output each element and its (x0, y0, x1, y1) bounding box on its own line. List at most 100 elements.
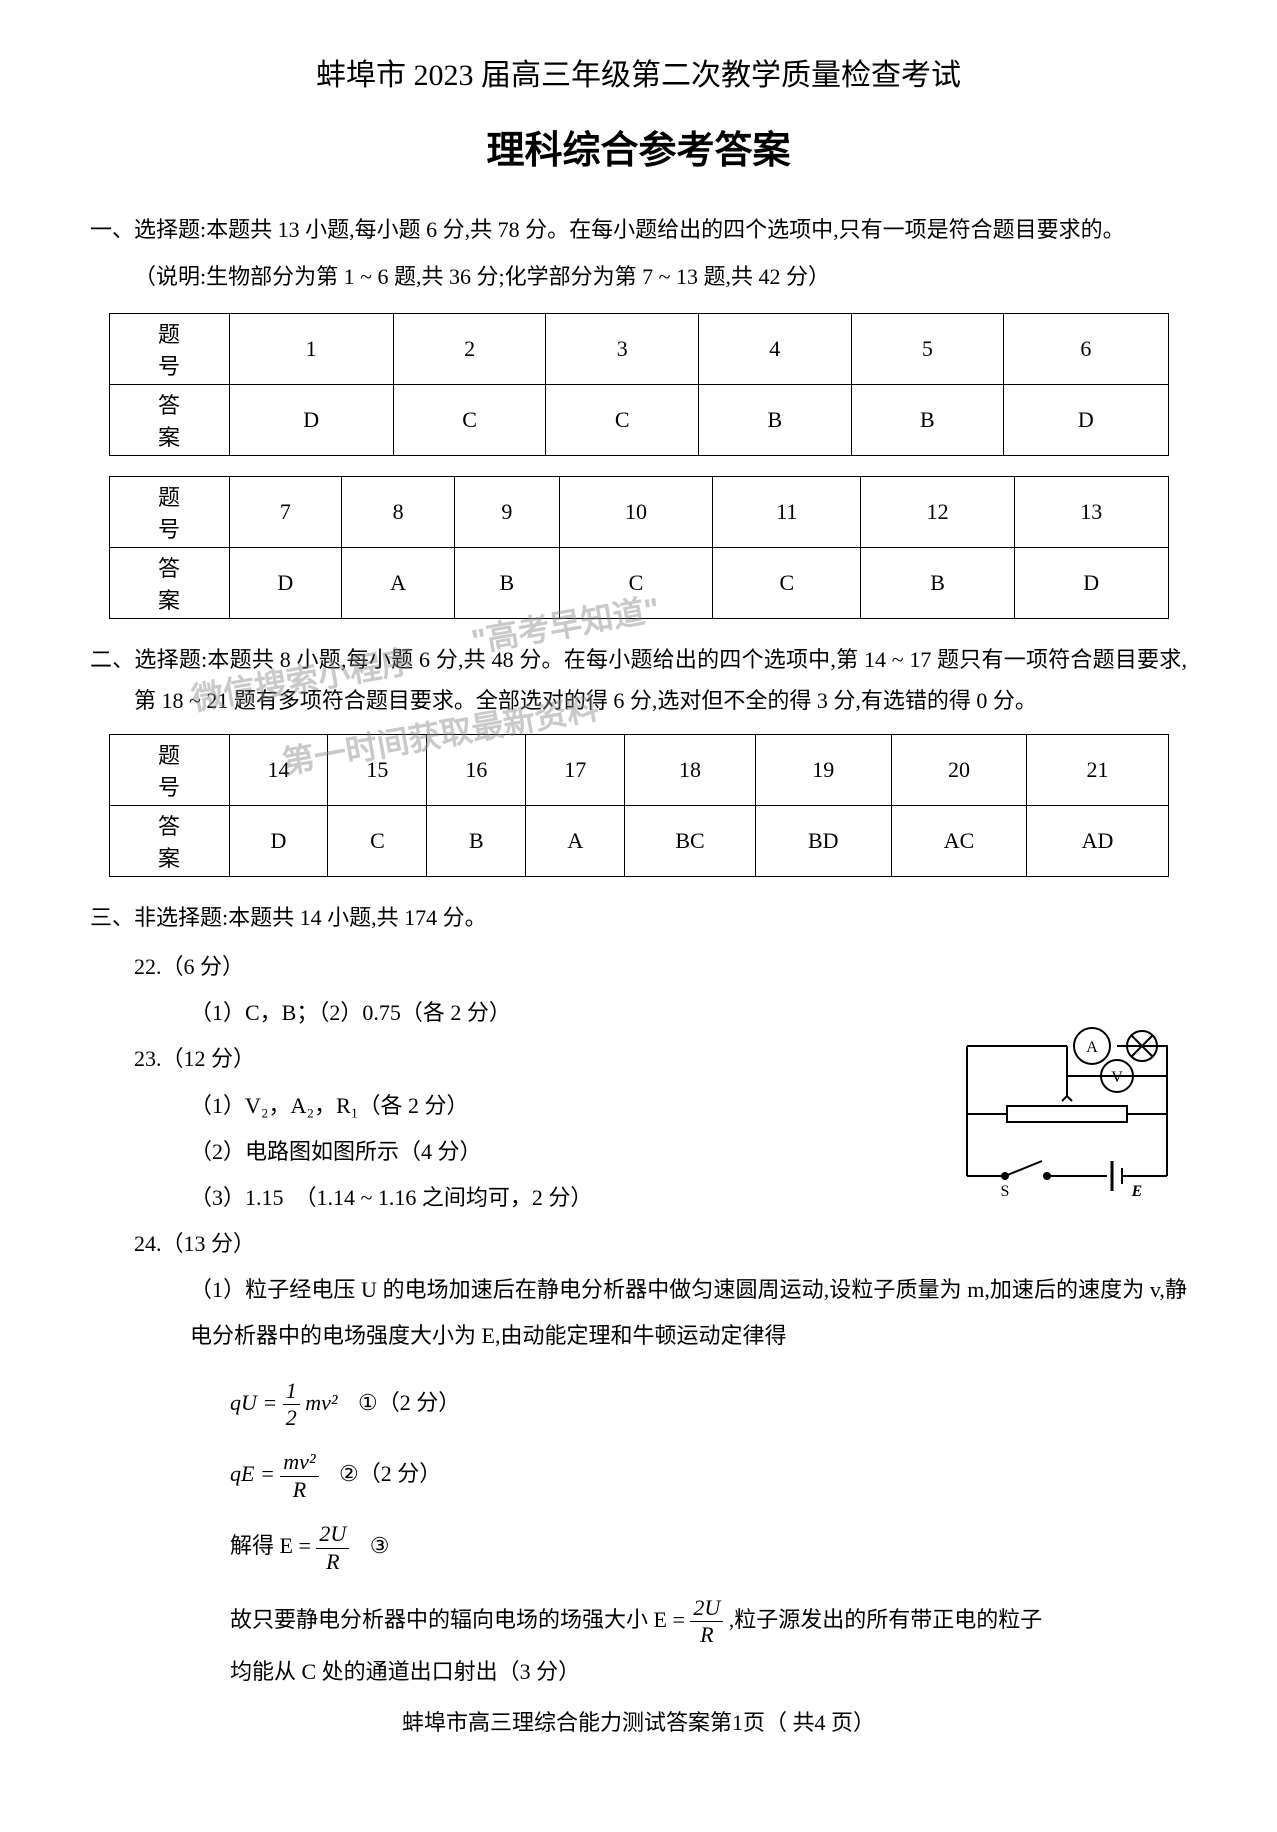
q24-p1-text: （1）粒子经电压 U 的电场加速后在静电分析器中做匀速圆周运动,设粒子质量为 m… (190, 1277, 1187, 1348)
switch-label: S (1001, 1183, 1010, 1196)
table-cell: AD (1027, 806, 1168, 877)
table-cell: 2 (393, 313, 546, 384)
answer-table-3: 题 号 14 15 16 17 18 19 20 21 答 案 D C B A … (109, 734, 1169, 877)
fraction-num: 1 (283, 1378, 300, 1405)
eq-part: qE = (230, 1461, 275, 1486)
fraction-num: 2U (690, 1595, 723, 1622)
table-cell: 6 (1004, 313, 1168, 384)
page-footer: 蚌埠市高三理综合能力测试答案第1页（ 共4 页） (90, 1705, 1187, 1737)
document-page: 蚌埠市 2023 届高三年级第二次教学质量检查考试 理科综合参考答案 一、选择题… (0, 0, 1277, 1767)
table-cell: C (328, 806, 427, 877)
q24-conclusion-1: 故只要静电分析器中的辐向电场的场强大小 E = 2U R ,粒子源发出的所有带正… (90, 1595, 1187, 1649)
table-cell: B (427, 806, 526, 877)
text-part: 故只要静电分析器中的辐向电场的场强大小 E = (230, 1607, 685, 1632)
table-cell: 15 (328, 735, 427, 806)
table-cell: 5 (851, 313, 1004, 384)
fraction-num: 2U (316, 1521, 349, 1548)
fraction-icon: 2U R (316, 1521, 349, 1575)
table-cell: C (713, 547, 861, 618)
table-cell: B (455, 547, 560, 618)
section2-heading: 二、选择题:本题共 8 小题,每小题 6 分,共 48 分。在每小题给出的四个选… (90, 639, 1187, 723)
row-label: 答 案 (109, 384, 229, 455)
eq-part: mv² (305, 1390, 337, 1415)
eq-tag: ③ (370, 1533, 390, 1558)
table-row: 答 案 D C C B B D (109, 384, 1168, 455)
table-cell: 12 (861, 476, 1015, 547)
q24-conclusion-2: 均能从 C 处的通道出口射出（3 分） (90, 1649, 1187, 1695)
fraction-den: R (280, 1477, 318, 1503)
fraction-icon: 1 2 (283, 1378, 300, 1432)
section1-heading: 一、选择题:本题共 13 小题,每小题 6 分,共 78 分。在每小题给出的四个… (90, 209, 1187, 251)
section1-note: （说明:生物部分为第 1 ~ 6 题,共 36 分;化学部分为第 7 ~ 13 … (90, 256, 1187, 298)
table-cell: 10 (559, 476, 713, 547)
table-cell: C (559, 547, 713, 618)
table-cell: 7 (229, 476, 342, 547)
table-cell: AC (891, 806, 1027, 877)
table-row: 题 号 14 15 16 17 18 19 20 21 (109, 735, 1168, 806)
eq-tag: ①（2 分） (358, 1390, 460, 1415)
equation-2: qE = mv² R ②（2 分） (90, 1449, 1187, 1503)
answer-table-1: 题 号 1 2 3 4 5 6 答 案 D C C B B D (109, 313, 1169, 456)
table-cell: 17 (526, 735, 625, 806)
fraction-den: 2 (283, 1405, 300, 1431)
table-cell: B (861, 547, 1015, 618)
table-cell: BC (625, 806, 756, 877)
q22-label: 22.（6 分） (90, 944, 1187, 990)
table-row: 答 案 D C B A BC BD AC AD (109, 806, 1168, 877)
q24-p1: （1）粒子经电压 U 的电场加速后在静电分析器中做匀速圆周运动,设粒子质量为 m… (90, 1267, 1187, 1359)
fraction-den: R (690, 1622, 723, 1648)
table-cell: D (229, 806, 328, 877)
table-cell: B (698, 384, 851, 455)
table-cell: BD (755, 806, 891, 877)
text-part: ,粒子源发出的所有带正电的粒子 (729, 1607, 1043, 1632)
table-cell: 3 (546, 313, 699, 384)
table-row: 题 号 1 2 3 4 5 6 (109, 313, 1168, 384)
table-cell: D (229, 384, 393, 455)
fraction-icon: 2U R (690, 1595, 723, 1649)
table-cell: C (546, 384, 699, 455)
sub-title: 理科综合参考答案 (90, 119, 1187, 174)
table-row: 题 号 7 8 9 10 11 12 13 (109, 476, 1168, 547)
table-cell: 8 (342, 476, 455, 547)
table-cell: 21 (1027, 735, 1168, 806)
row-label: 答 案 (109, 547, 229, 618)
table-row: 答 案 D A B C C B D (109, 547, 1168, 618)
table-cell: B (851, 384, 1004, 455)
table-cell: 16 (427, 735, 526, 806)
q24-label: 24.（13 分） (90, 1221, 1187, 1267)
equation-1: qU = 1 2 mv² ①（2 分） (90, 1378, 1187, 1432)
section3-heading: 三、非选择题:本题共 14 小题,共 174 分。 (90, 897, 1187, 939)
main-title: 蚌埠市 2023 届高三年级第二次教学质量检查考试 (90, 50, 1187, 94)
row-label: 题 号 (109, 735, 229, 806)
table-cell: 13 (1014, 476, 1168, 547)
table-cell: 4 (698, 313, 851, 384)
eq-part: qU = (230, 1390, 277, 1415)
answer-table-2: 题 号 7 8 9 10 11 12 13 答 案 D A B C C B D (109, 476, 1169, 619)
table-cell: 20 (891, 735, 1027, 806)
voltmeter-label: V (1111, 1069, 1123, 1086)
table-cell: A (342, 547, 455, 618)
table-cell: 14 (229, 735, 328, 806)
fraction-num: mv² (280, 1449, 318, 1476)
eq-tag: ②（2 分） (339, 1461, 441, 1486)
row-label: 题 号 (109, 313, 229, 384)
row-label: 答 案 (109, 806, 229, 877)
table-cell: 18 (625, 735, 756, 806)
fraction-den: R (316, 1549, 349, 1575)
table-cell: D (229, 547, 342, 618)
emf-label: E (1131, 1183, 1143, 1196)
table-cell: 9 (455, 476, 560, 547)
table-cell: C (393, 384, 546, 455)
fraction-icon: mv² R (280, 1449, 318, 1503)
table-cell: 11 (713, 476, 861, 547)
table-cell: D (1004, 384, 1168, 455)
table-cell: A (526, 806, 625, 877)
eq-part: 解得 E = (230, 1533, 311, 1558)
equation-3: 解得 E = 2U R ③ (90, 1521, 1187, 1575)
row-label: 题 号 (109, 476, 229, 547)
ammeter-label: A (1086, 1039, 1098, 1056)
table-cell: 1 (229, 313, 393, 384)
table-cell: D (1014, 547, 1168, 618)
circuit-diagram: A V S E (947, 1026, 1187, 1196)
table-cell: 19 (755, 735, 891, 806)
